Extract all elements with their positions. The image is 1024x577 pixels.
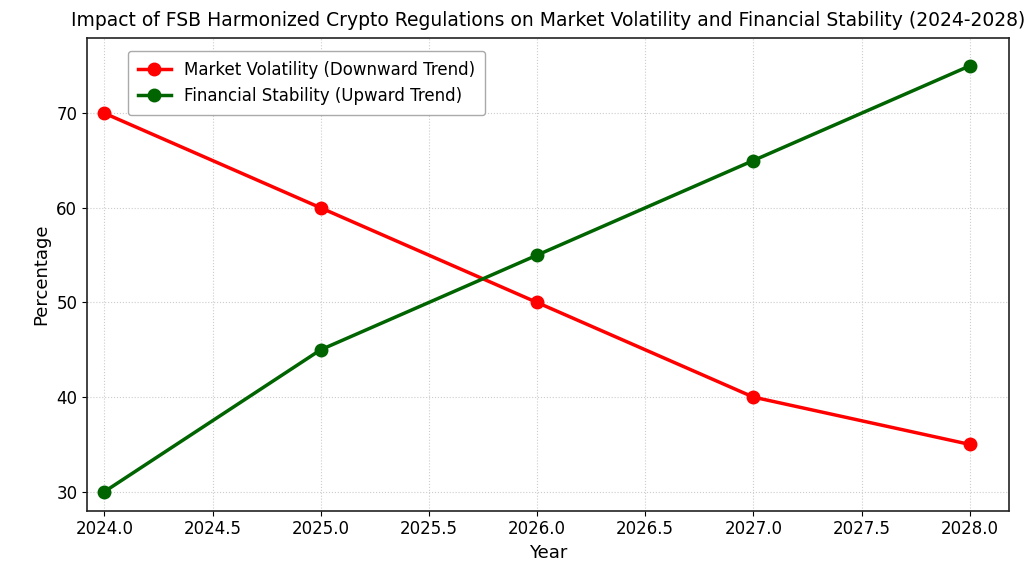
Line: Market Volatility (Downward Trend): Market Volatility (Downward Trend): [98, 107, 976, 451]
Market Volatility (Downward Trend): [530, 299, 543, 306]
Line: Financial Stability (Upward Trend): Financial Stability (Upward Trend): [98, 59, 976, 498]
Market Volatility (Downward Trend): [964, 441, 976, 448]
Market Volatility (Downward Trend): [98, 110, 111, 117]
Financial Stability (Upward Trend): [98, 488, 111, 495]
Legend: Market Volatility (Downward Trend), Financial Stability (Upward Trend): Market Volatility (Downward Trend), Fina…: [128, 51, 485, 115]
Financial Stability (Upward Trend): [314, 346, 327, 353]
X-axis label: Year: Year: [528, 544, 567, 562]
Market Volatility (Downward Trend): [748, 394, 760, 400]
Title: Impact of FSB Harmonized Crypto Regulations on Market Volatility and Financial S: Impact of FSB Harmonized Crypto Regulati…: [71, 12, 1024, 31]
Y-axis label: Percentage: Percentage: [33, 223, 50, 325]
Financial Stability (Upward Trend): [964, 62, 976, 69]
Market Volatility (Downward Trend): [314, 204, 327, 211]
Financial Stability (Upward Trend): [748, 157, 760, 164]
Financial Stability (Upward Trend): [530, 252, 543, 258]
